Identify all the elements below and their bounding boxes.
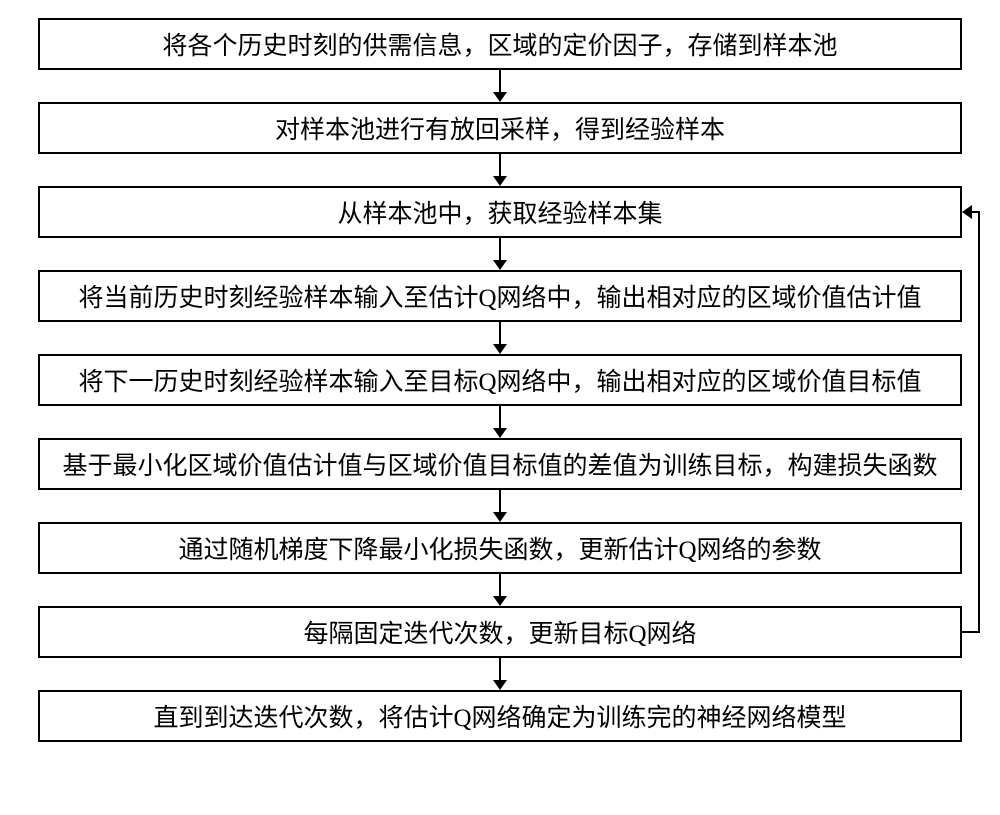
- arrow-2-3: [38, 154, 962, 186]
- feedback-arrow-icon: [962, 205, 972, 219]
- arrow-4-5: [38, 322, 962, 354]
- flowchart-box-8: 每隔固定迭代次数，更新目标Q网络: [38, 606, 962, 658]
- flowchart-container: 将各个历史时刻的供需信息，区域的定价因子，存储到样本池 对样本池进行有放回采样，…: [38, 18, 962, 742]
- arrow-8-9: [38, 658, 962, 690]
- arrow-1-2: [38, 70, 962, 102]
- arrow-7-8: [38, 574, 962, 606]
- flowchart-box-4: 将当前历史时刻经验样本输入至估计Q网络中，输出相对应的区域价值估计值: [38, 270, 962, 322]
- feedback-line-vertical: [978, 211, 980, 633]
- flowchart-box-1: 将各个历史时刻的供需信息，区域的定价因子，存储到样本池: [38, 18, 962, 70]
- flowchart-box-5: 将下一历史时刻经验样本输入至目标Q网络中，输出相对应的区域价值目标值: [38, 354, 962, 406]
- flowchart-box-6: 基于最小化区域价值估计值与区域价值目标值的差值为训练目标，构建损失函数: [38, 438, 962, 490]
- flowchart-box-7: 通过随机梯度下降最小化损失函数，更新估计Q网络的参数: [38, 522, 962, 574]
- feedback-line-in: [972, 211, 980, 213]
- flowchart-box-9: 直到到达迭代次数，将估计Q网络确定为训练完的神经网络模型: [38, 690, 962, 742]
- flowchart-box-2: 对样本池进行有放回采样，得到经验样本: [38, 102, 962, 154]
- arrow-5-6: [38, 406, 962, 438]
- arrow-3-4: [38, 238, 962, 270]
- flowchart-box-3: 从样本池中，获取经验样本集: [38, 186, 962, 238]
- arrow-6-7: [38, 490, 962, 522]
